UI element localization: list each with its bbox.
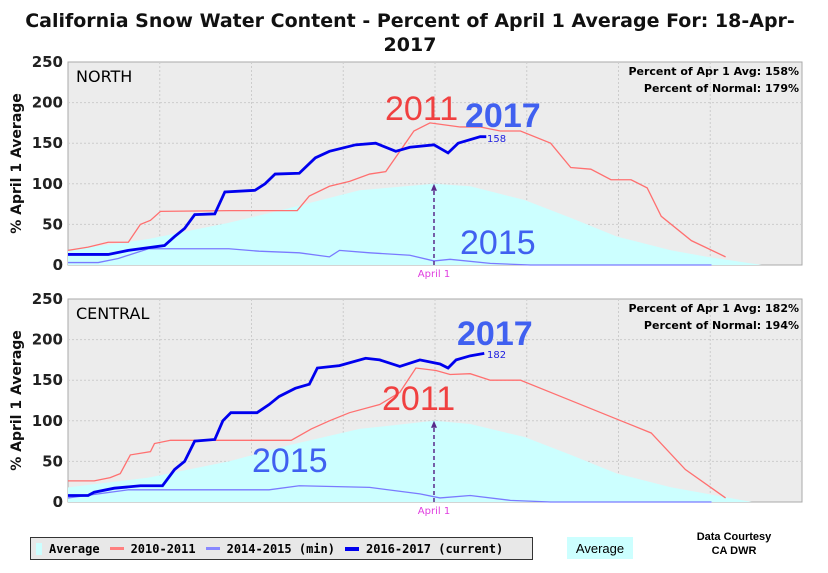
y-tick-label: 250 bbox=[32, 290, 63, 308]
legend-2015: 2014-2015 (min) bbox=[226, 541, 335, 556]
series-2014-2015-line bbox=[67, 485, 712, 503]
legend-swatch-average bbox=[36, 542, 42, 555]
label-2015: 2015 bbox=[252, 442, 328, 480]
legend: Average 2010-2011 2014-2015 (min) 2016-2… bbox=[30, 537, 533, 560]
y-tick-label: 200 bbox=[32, 94, 63, 112]
y-tick-label: 100 bbox=[32, 175, 63, 193]
series-2010-2011-line bbox=[67, 122, 726, 258]
legend-2011: 2010-2011 bbox=[130, 541, 196, 556]
current-value-label: 182 bbox=[487, 350, 506, 361]
legend-swatch-2017 bbox=[344, 546, 359, 551]
average-area bbox=[68, 420, 802, 502]
y-tick-label: 0 bbox=[53, 256, 63, 274]
average-area bbox=[68, 183, 802, 265]
label-2015: 2015 bbox=[460, 224, 536, 262]
y-tick-label: 200 bbox=[32, 331, 63, 349]
label-2017: 2017 bbox=[465, 97, 541, 135]
y-axis-label: % April 1 Average bbox=[9, 93, 25, 234]
y-tick-label: 150 bbox=[32, 371, 63, 389]
legend-swatch-2015 bbox=[205, 547, 220, 550]
label-2011: 2011 bbox=[382, 380, 455, 418]
average-label-box: Average bbox=[567, 537, 633, 559]
panel-north: 0 50 100 150 200 250 % April 1 Average April 1 N… bbox=[9, 53, 803, 280]
series-2010-2011-line bbox=[68, 367, 726, 499]
y-tick-label: 150 bbox=[32, 134, 63, 152]
stat-percent-normal: Percent of Normal: 179% bbox=[644, 82, 799, 95]
series-2016-2017-line bbox=[68, 135, 487, 256]
region-label: NORTH bbox=[76, 67, 132, 86]
chart-title-line2: 2017 bbox=[384, 34, 437, 56]
series-2014-2015-line bbox=[68, 248, 712, 266]
legend-2017: 2016-2017 (current) bbox=[365, 541, 504, 556]
y-tick-label: 50 bbox=[42, 215, 63, 233]
courtesy-line1: Data Courtesy bbox=[696, 531, 772, 543]
stat-apr1-avg: Percent of Apr 1 Avg: 182% bbox=[628, 302, 799, 315]
april1-label: April 1 bbox=[418, 269, 450, 280]
stat-percent-normal: Percent of Normal: 194% bbox=[644, 319, 799, 332]
y-tick-label: 0 bbox=[53, 493, 63, 511]
legend-swatch-2011 bbox=[109, 547, 124, 550]
stat-apr1-avg: Percent of Apr 1 Avg: 158% bbox=[628, 65, 799, 78]
current-value-label: 158 bbox=[487, 134, 506, 145]
y-tick-label: 250 bbox=[32, 53, 63, 71]
april1-label: April 1 bbox=[418, 506, 450, 517]
label-2017: 2017 bbox=[457, 315, 533, 353]
april1-arrowhead-icon bbox=[430, 420, 437, 428]
y-tick-label: 100 bbox=[32, 412, 63, 430]
y-axis-label: % April 1 Average bbox=[9, 330, 25, 471]
panel-central: 0 50 100 150 200 250 % April 1 Average April 1 C… bbox=[9, 290, 803, 517]
data-courtesy: Data Courtesy CA DWR bbox=[680, 530, 788, 558]
legend-average: Average bbox=[49, 541, 100, 556]
chart-title-line1: California Snow Water Content - Percent … bbox=[25, 10, 795, 32]
courtesy-line2: CA DWR bbox=[711, 545, 757, 557]
label-2011: 2011 bbox=[385, 90, 458, 128]
series-2016-2017-line bbox=[68, 352, 485, 497]
april1-arrowhead-icon bbox=[430, 183, 437, 191]
region-label: CENTRAL bbox=[76, 304, 149, 323]
y-tick-label: 50 bbox=[42, 452, 63, 470]
